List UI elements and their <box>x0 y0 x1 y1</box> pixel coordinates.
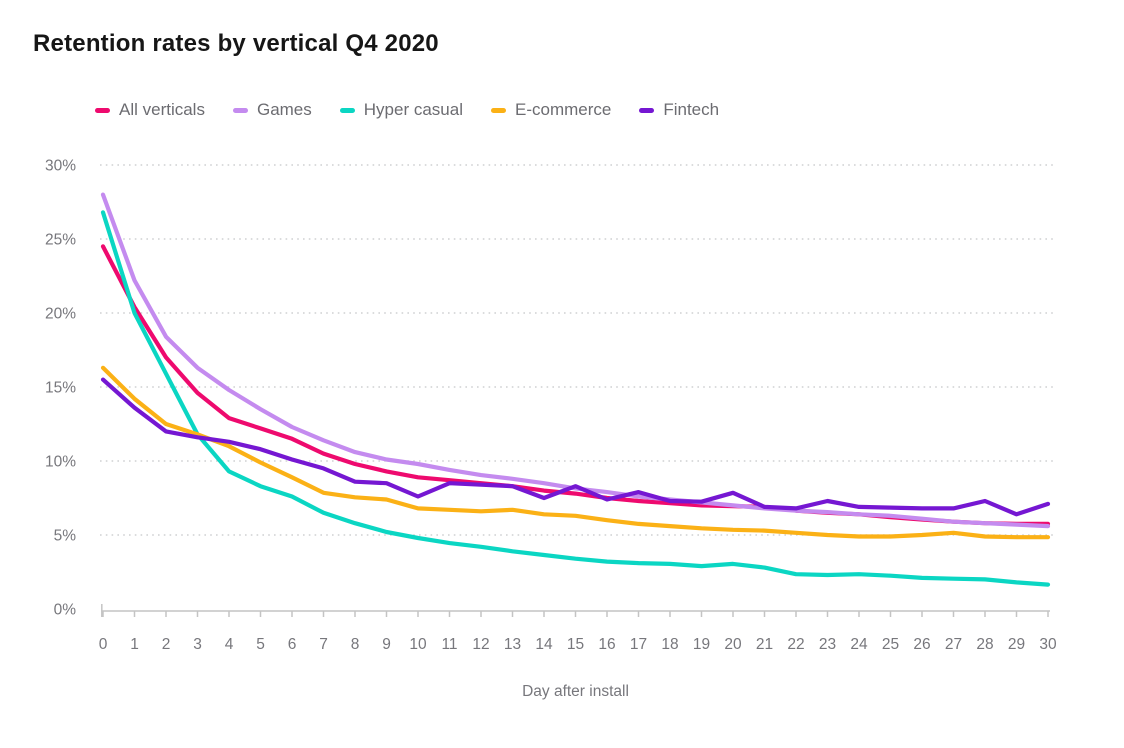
x-axis-tick-label: 20 <box>724 636 742 653</box>
x-axis-tick-label: 13 <box>504 636 521 653</box>
legend-item-fintech[interactable]: Fintech <box>639 100 719 120</box>
x-axis-tick-label: 24 <box>850 636 868 653</box>
x-axis-tick-label: 6 <box>288 636 297 653</box>
y-axis-tick-label: 30% <box>45 158 76 175</box>
y-axis-tick-label: 25% <box>45 232 76 249</box>
legend-item-hyper-casual[interactable]: Hyper casual <box>339 100 463 120</box>
x-axis-tick-label: 9 <box>382 636 391 653</box>
y-axis-tick-label: 20% <box>45 306 76 323</box>
series-line-hyper-casual[interactable] <box>100 210 1051 587</box>
legend-label: E-commerce <box>514 100 612 119</box>
x-axis-tick-label: 16 <box>598 636 615 653</box>
legend-item-games[interactable]: Games <box>232 100 312 120</box>
series-line-e-commerce[interactable] <box>100 365 1051 540</box>
chart-legend: All verticals Games Hyper casual E-commerce… <box>95 100 747 120</box>
x-axis-tick-label: 18 <box>661 636 678 653</box>
x-axis-tick-label: 21 <box>756 636 773 653</box>
chart-title: Retention rates by vertical Q4 2020 <box>33 30 439 57</box>
x-axis-tick-label: 10 <box>409 636 427 653</box>
x-axis-tick-label: 5 <box>256 636 265 653</box>
x-axis-tick-label: 22 <box>787 636 804 653</box>
x-axis-title: Day after install <box>522 683 629 700</box>
legend-swatch-icon <box>490 107 506 113</box>
legend-label: Fintech <box>663 100 720 119</box>
y-axis-tick-label: 0% <box>54 602 77 619</box>
legend-label: Games <box>256 100 312 119</box>
legend-swatch-icon <box>639 107 655 113</box>
x-axis-tick-label: 23 <box>819 636 836 653</box>
x-axis-tick-label: 3 <box>193 636 202 653</box>
series-line-games[interactable] <box>100 192 1051 529</box>
x-axis-tick-label: 14 <box>535 636 553 653</box>
x-axis-tick-label: 28 <box>976 636 993 653</box>
x-axis-tick-label: 25 <box>882 636 899 653</box>
x-axis-tick-label: 12 <box>472 636 489 653</box>
legend-swatch-icon <box>232 107 248 113</box>
y-axis-tick-label: 5% <box>54 528 77 545</box>
x-axis-tick-label: 17 <box>630 636 647 653</box>
y-axis-tick-label: 10% <box>45 454 76 471</box>
legend-label: All verticals <box>119 100 205 119</box>
legend-item-all-verticals[interactable]: All verticals <box>95 100 205 120</box>
x-axis-tick-label: 15 <box>567 636 584 653</box>
legend-swatch-icon <box>95 107 110 113</box>
x-axis-tick-label: 26 <box>913 636 930 653</box>
y-axis-tick-label: 15% <box>45 380 76 397</box>
series-line-all-verticals[interactable] <box>100 244 1051 527</box>
x-axis-tick-label: 30 <box>1039 636 1057 653</box>
x-axis-tick-label: 19 <box>693 636 710 653</box>
legend-label: Hyper casual <box>363 100 463 119</box>
legend-swatch-icon <box>339 107 355 113</box>
x-axis-tick-label: 4 <box>225 636 234 653</box>
x-axis-tick-label: 8 <box>351 636 360 653</box>
x-axis-tick-label: 0 <box>99 636 108 653</box>
x-axis-tick-label: 2 <box>162 636 171 653</box>
x-axis-tick-label: 1 <box>130 636 139 653</box>
series-line-fintech[interactable] <box>100 377 1051 517</box>
x-axis-tick-label: 27 <box>945 636 962 653</box>
x-axis-tick-label: 7 <box>319 636 328 653</box>
legend-item-e-commerce[interactable]: E-commerce <box>490 100 612 120</box>
x-axis-tick-label: 29 <box>1008 636 1025 653</box>
x-axis-tick-label: 11 <box>441 636 457 653</box>
